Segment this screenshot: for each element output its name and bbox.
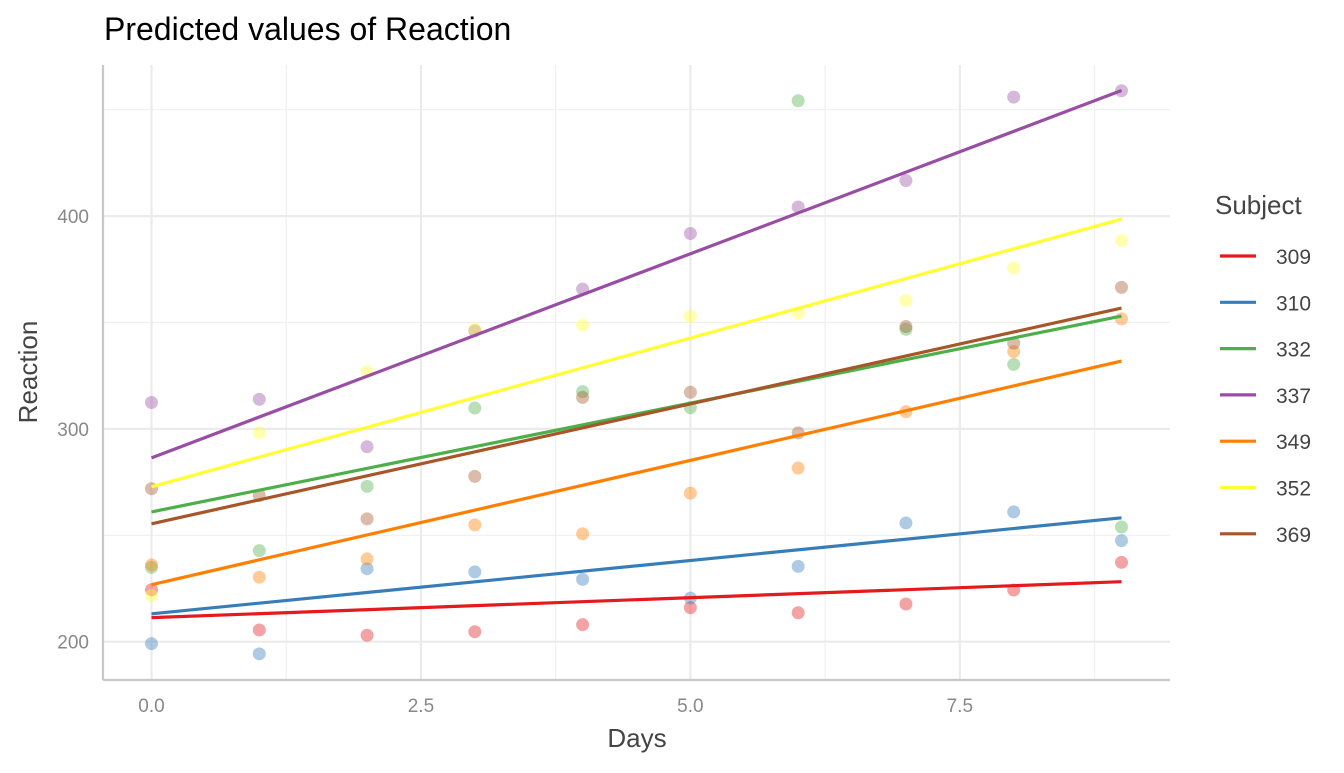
y-tick-label: 300: [57, 420, 89, 441]
data-point-309: [576, 618, 590, 632]
data-point-352: [1007, 261, 1021, 275]
data-point-310: [360, 562, 374, 576]
x-tick-label: 7.5: [947, 696, 973, 717]
fit-line-310: [151, 516, 1122, 616]
data-point-349: [576, 527, 590, 541]
fit-line-349: [151, 359, 1122, 587]
legend-label: 337: [1276, 385, 1311, 408]
fit-line-369: [151, 306, 1122, 526]
data-point-352: [468, 322, 482, 336]
data-point-352: [1115, 234, 1128, 248]
data-point-337: [360, 440, 374, 454]
data-point-349: [683, 486, 697, 500]
data-point-310: [145, 637, 158, 651]
data-point-332: [1007, 357, 1021, 371]
data-point-310: [468, 565, 482, 579]
data-point-332: [791, 94, 805, 108]
data-point-352: [683, 310, 697, 324]
legend-item-337: 337: [1220, 385, 1311, 408]
data-point-337: [683, 227, 697, 241]
data-point-337: [252, 392, 266, 406]
data-point-309: [360, 628, 374, 642]
legend-label: 309: [1276, 246, 1311, 269]
data-point-349: [791, 461, 805, 475]
legend-item-310: 310: [1220, 292, 1311, 315]
legend-item-332: 332: [1220, 339, 1311, 362]
axes: 0.0 2.5 5.0 7.5 200 300 400: [57, 65, 1170, 717]
data-point-309: [468, 625, 482, 639]
legend-item-309: 309: [1220, 246, 1311, 269]
fit-line-337: [150, 89, 1123, 460]
data-point-352: [145, 589, 158, 603]
data-point-352: [576, 318, 590, 332]
data-point-310: [252, 647, 266, 661]
legend-title: Subject: [1215, 190, 1302, 220]
y-tick-label: 400: [57, 207, 89, 228]
data-point-349: [1007, 345, 1021, 359]
chart-title: Predicted values of Reaction: [104, 11, 511, 47]
data-point-332: [576, 385, 590, 399]
data-point-332: [145, 560, 158, 574]
x-axis-label: Days: [607, 723, 666, 753]
data-point-332: [252, 544, 266, 558]
legend-label: 332: [1276, 339, 1311, 362]
fit-line-352: [151, 217, 1122, 489]
data-point-309: [252, 623, 266, 637]
legend-label: 349: [1276, 431, 1311, 454]
x-tick-label: 0.0: [138, 696, 164, 717]
data-point-369: [576, 390, 590, 404]
data-points: [145, 84, 1128, 661]
y-axis-label: Reaction: [13, 321, 43, 424]
data-point-309: [899, 597, 913, 611]
fit-line-309: [151, 580, 1122, 620]
legend: Subject 309 310 332 337 349 352 369: [1215, 190, 1311, 547]
legend-item-369: 369: [1220, 524, 1311, 547]
legend-label: 310: [1276, 292, 1311, 315]
legend-label: 369: [1276, 524, 1311, 547]
fit-line-332: [151, 314, 1122, 514]
data-point-369: [360, 512, 374, 526]
y-tick-label: 200: [57, 633, 89, 654]
data-point-309: [683, 601, 697, 615]
data-point-349: [252, 570, 266, 584]
legend-label: 352: [1276, 478, 1311, 501]
data-point-369: [899, 320, 913, 334]
data-point-369: [683, 385, 697, 399]
data-point-349: [145, 558, 158, 572]
data-point-310: [1115, 534, 1128, 548]
data-point-369: [468, 469, 482, 483]
data-point-310: [791, 559, 805, 573]
data-point-337: [145, 396, 158, 410]
data-point-332: [360, 479, 374, 493]
x-tick-label: 2.5: [408, 696, 434, 717]
data-point-310: [1007, 505, 1021, 519]
data-point-337: [899, 174, 913, 188]
data-point-309: [1115, 555, 1128, 569]
data-point-337: [1007, 90, 1021, 104]
legend-item-352: 352: [1220, 478, 1311, 501]
grid: [103, 65, 1170, 680]
data-point-310: [899, 516, 913, 530]
data-point-352: [252, 426, 266, 440]
fit-lines: [150, 89, 1123, 620]
data-point-349: [1115, 312, 1128, 326]
data-point-332: [468, 401, 482, 415]
data-point-332: [1115, 520, 1128, 534]
data-point-332: [899, 322, 913, 336]
data-point-352: [899, 293, 913, 307]
data-point-309: [791, 606, 805, 620]
data-point-369: [1115, 280, 1128, 294]
x-tick-label: 5.0: [677, 696, 703, 717]
data-point-310: [576, 572, 590, 586]
data-point-349: [360, 552, 374, 566]
legend-item-349: 349: [1220, 431, 1311, 454]
data-point-349: [468, 518, 482, 532]
data-point-309: [145, 583, 158, 597]
